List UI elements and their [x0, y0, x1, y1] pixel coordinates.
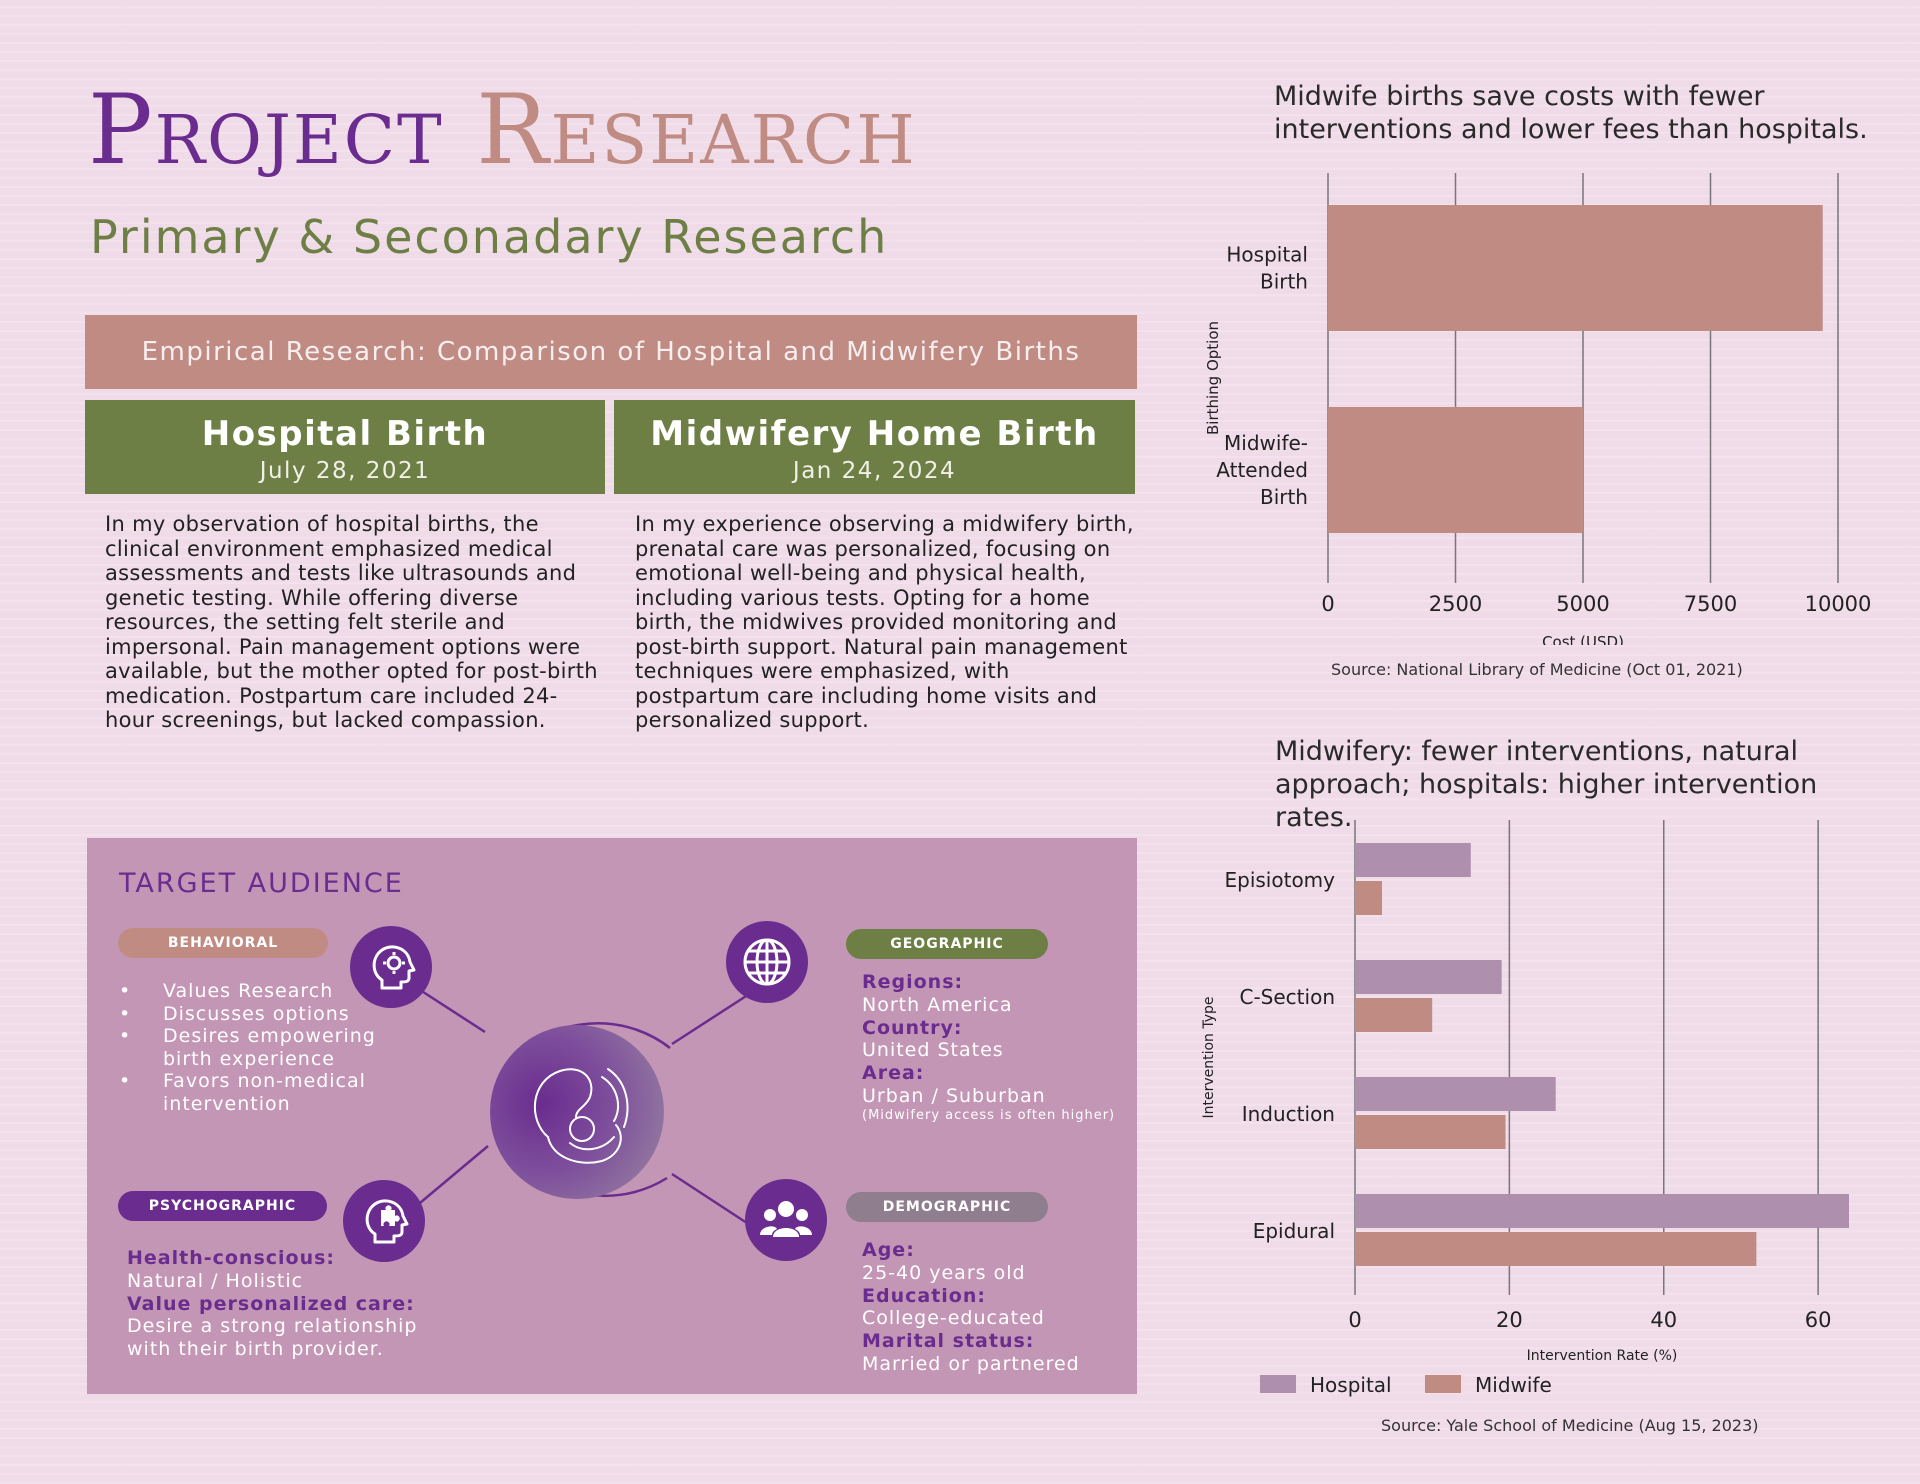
- category-label: Birth: [1260, 270, 1308, 294]
- title-word-research: Research: [476, 74, 917, 186]
- category-label: C-Section: [1240, 985, 1336, 1009]
- x-axis-label: Cost (USD): [1542, 633, 1624, 645]
- hospital-bar: [1355, 1077, 1556, 1111]
- group-icon: [745, 1179, 827, 1261]
- y-axis-label: Birthing Option: [1204, 321, 1222, 435]
- hospital-bar: [1355, 960, 1502, 994]
- x-tick-label: 7500: [1684, 592, 1737, 616]
- cost-chart-title: Midwife births save costs with fewer int…: [1274, 81, 1868, 145]
- age-value: 25-40 years old: [862, 1261, 1026, 1284]
- regions-value: North America: [862, 993, 1013, 1016]
- legend-swatch: [1425, 1375, 1461, 1393]
- education-label: Education:: [862, 1284, 986, 1307]
- demographic-details: Age: 25-40 years old Education: College-…: [862, 1239, 1122, 1376]
- mother-baby-icon: [490, 1025, 664, 1199]
- marital-label: Marital status:: [862, 1330, 1035, 1353]
- x-tick-label: 40: [1650, 1308, 1677, 1332]
- x-tick-label: 10000: [1805, 592, 1872, 616]
- puzzle-head-icon: [343, 1180, 425, 1262]
- psychographic-details: Health-conscious: Natural / Holistic Val…: [127, 1247, 427, 1361]
- category-label: Midwife-: [1224, 431, 1308, 455]
- x-tick-label: 0: [1321, 592, 1334, 616]
- marital-value: Married or partnered: [862, 1352, 1080, 1375]
- list-item: Desires empowering birth experience: [119, 1025, 419, 1070]
- legend-label: Midwife: [1475, 1373, 1552, 1397]
- geographic-pill: GEOGRAPHIC: [846, 929, 1048, 959]
- psychographic-pill: PSYCHOGRAPHIC: [118, 1191, 327, 1221]
- midwifery-heading-box: Midwifery Home Birth Jan 24, 2024: [614, 400, 1135, 494]
- education-value: College-educated: [862, 1307, 1045, 1330]
- category-label: Induction: [1242, 1102, 1335, 1126]
- target-audience-title: TARGET AUDIENCE: [119, 868, 404, 899]
- legend-label: Hospital: [1310, 1373, 1392, 1397]
- empirical-banner: Empirical Research: Comparison of Hospit…: [85, 315, 1137, 389]
- list-item: Discusses options: [119, 1003, 419, 1026]
- demographic-pill: DEMOGRAPHIC: [846, 1192, 1048, 1222]
- x-tick-label: 20: [1496, 1308, 1523, 1332]
- behavioral-list: Values Research Discusses options Desire…: [119, 980, 419, 1116]
- value-value: Desire a strong relationship with their …: [127, 1315, 418, 1361]
- health-label: Health-conscious:: [127, 1247, 336, 1269]
- hospital-bar: [1355, 1194, 1849, 1228]
- category-label: Episiotomy: [1225, 868, 1336, 892]
- value-label: Value personalized care:: [127, 1292, 415, 1315]
- geographic-details: Regions: North America Country: United S…: [862, 971, 1132, 1124]
- intervention-bar-chart: 0 20 40 60 Episiotomy C-Section Induction Epidu…: [1201, 820, 1849, 1397]
- midwifery-heading: Midwifery Home Birth: [650, 414, 1099, 454]
- area-label: Area:: [862, 1062, 925, 1085]
- health-value: Natural / Holistic: [127, 1269, 304, 1292]
- cost-chart-source: Source: National Library of Medicine (Oc…: [1331, 660, 1743, 679]
- category-label: Epidural: [1253, 1219, 1335, 1243]
- hospital-observation-text: In my observation of hospital births, th…: [105, 512, 598, 732]
- x-tick-label: 0: [1348, 1308, 1361, 1332]
- list-item: Values Research: [119, 980, 419, 1003]
- midwife-bar: [1355, 881, 1383, 915]
- cost-bar: [1328, 407, 1583, 533]
- country-value: United States: [862, 1039, 1004, 1062]
- cost-bar-chart: 0 2500 5000 7500 10000 Hospital Birth Midwife- A…: [1204, 173, 1872, 645]
- midwife-bar: [1355, 998, 1433, 1032]
- intervention-chart-title: Midwifery: fewer interventions, natural …: [1275, 736, 1818, 833]
- midwifery-observation-text: In my experience observing a midwifery b…: [635, 512, 1134, 732]
- regions-label: Regions:: [862, 971, 964, 993]
- x-tick-label: 2500: [1429, 592, 1482, 616]
- x-tick-label: 60: [1805, 1308, 1832, 1332]
- hospital-date: July 28, 2021: [259, 458, 431, 484]
- hospital-bar: [1355, 843, 1471, 877]
- category-label: Hospital: [1226, 243, 1308, 267]
- intervention-chart-source: Source: Yale School of Medicine (Aug 15,…: [1381, 1416, 1759, 1435]
- legend-swatch: [1260, 1375, 1296, 1393]
- x-tick-label: 5000: [1556, 592, 1609, 616]
- page-subtitle: Primary & Seconadary Research: [90, 210, 889, 264]
- x-axis-label: Intervention Rate (%): [1527, 1348, 1678, 1364]
- cost-bar: [1328, 205, 1823, 331]
- area-note: (Midwifery access is often higher): [862, 1107, 1116, 1123]
- y-axis-label: Intervention Type: [1201, 996, 1217, 1118]
- title-word-project: Project: [88, 74, 444, 186]
- hospital-heading-box: Hospital Birth July 28, 2021: [85, 400, 605, 494]
- area-value: Urban / Suburban: [862, 1084, 1046, 1107]
- midwife-bar: [1355, 1232, 1757, 1266]
- page-title: Project Research: [88, 77, 917, 184]
- globe-icon: [726, 921, 808, 1003]
- behavioral-pill: BEHAVIORAL: [118, 928, 328, 958]
- list-item: Favors non-medical intervention: [119, 1070, 419, 1115]
- age-label: Age:: [862, 1239, 915, 1261]
- category-label: Birth: [1260, 485, 1308, 509]
- midwife-bar: [1355, 1115, 1506, 1149]
- hospital-heading: Hospital Birth: [201, 414, 489, 454]
- country-label: Country:: [862, 1016, 963, 1039]
- midwifery-date: Jan 24, 2024: [792, 458, 957, 484]
- category-label: Attended: [1216, 458, 1308, 482]
